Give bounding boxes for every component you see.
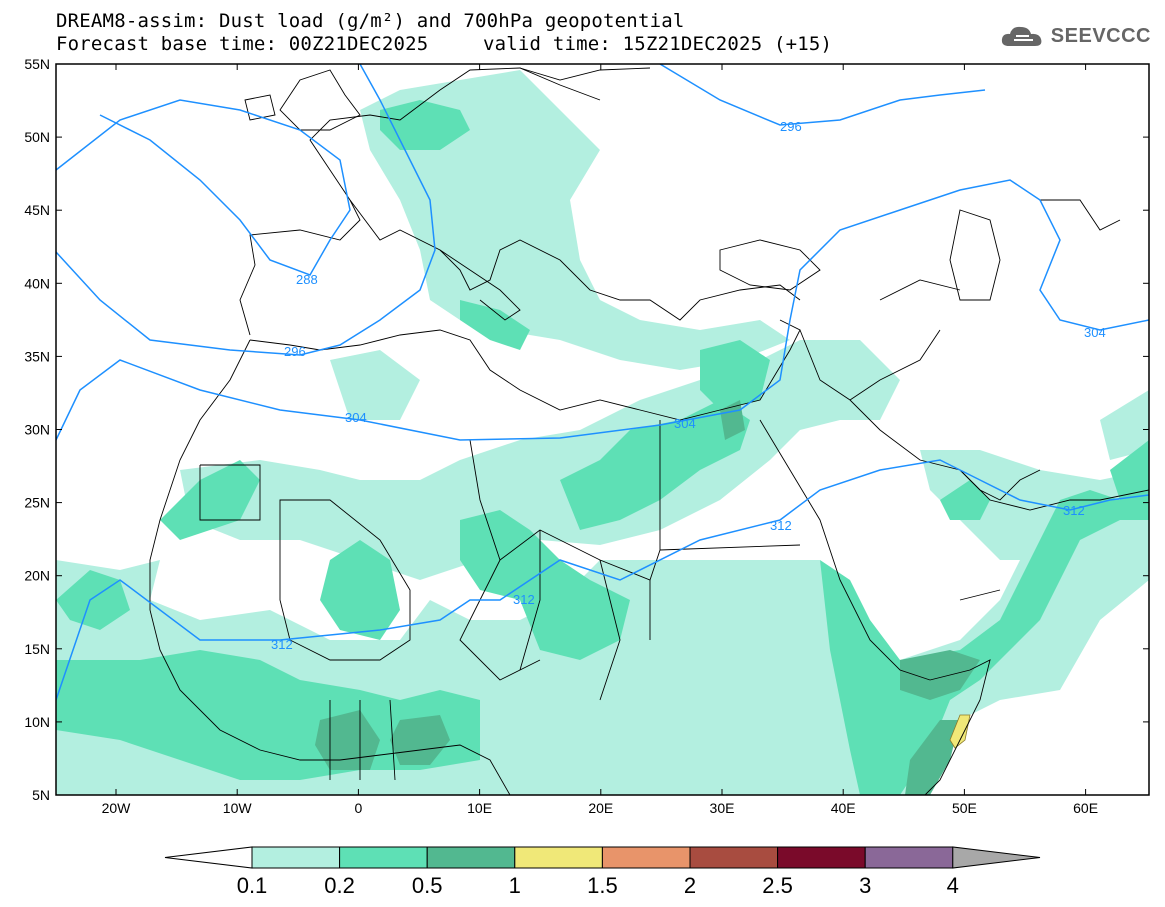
isoline-label: 296 [780, 119, 802, 134]
colorbar-label: 4 [947, 873, 959, 898]
lon-tick-label: 10W [223, 800, 253, 816]
colorbar-label: 0.5 [412, 873, 443, 898]
lat-tick-label: 45N [24, 202, 50, 218]
isoline-label: 304 [1084, 325, 1106, 340]
lon-tick-label: 30E [710, 800, 735, 816]
forecast-base-time: Forecast base time: 00Z21DEC2025 [56, 33, 429, 55]
colorbar-upper-arrow [952, 846, 1041, 869]
isoline-label: 304 [345, 410, 367, 425]
colorbar-swatch [864, 846, 954, 869]
colorbar-swatch [689, 846, 779, 869]
isoline-label: 312 [770, 518, 792, 533]
colorbar-swatch [601, 846, 691, 869]
colorbar-swatch [251, 846, 341, 869]
lat-tick-label: 5N [32, 787, 50, 803]
geopotential-isolines [56, 64, 1149, 701]
lon-tick-label: 0 [355, 800, 363, 816]
isoline-label: 288 [296, 272, 318, 287]
lat-tick-label: 50N [24, 129, 50, 145]
colorbar-label: 1.5 [587, 873, 618, 898]
isoline-label: 312 [1063, 503, 1085, 518]
seevccc-logo: SEEVCCC [999, 22, 1151, 50]
cloud-icon [1001, 26, 1042, 46]
colorbar-label: 1 [509, 873, 521, 898]
lat-tick-label: 20N [24, 568, 50, 584]
colorbar: 0.1 0.2 0.5 1 1.5 2 2.5 3 4 [164, 846, 1041, 898]
lat-tick-label: 25N [24, 495, 50, 511]
dust-peak [949, 714, 971, 749]
isoline-label: 312 [513, 592, 535, 607]
logo-text: SEEVCCC [1050, 24, 1151, 47]
dust-field [56, 70, 1149, 795]
lon-tick-label: 50E [952, 800, 977, 816]
isoline-label: 304 [674, 416, 696, 431]
colorbar-label: 2 [684, 873, 696, 898]
isoline-label: 312 [271, 637, 293, 652]
lon-tick-label: 60E [1073, 800, 1098, 816]
lat-tick-label: 55N [24, 56, 50, 72]
isoline-labels: 288 296 304 304 312 312 312 312 304 296 [271, 119, 1106, 652]
lat-tick-label: 10N [24, 714, 50, 730]
lat-tick-label: 30N [24, 422, 50, 438]
valid-time: valid time: 15Z21DEC2025 (+15) [483, 33, 833, 55]
map-title: DREAM8-assim: Dust load (g/m²) and 700hP… [56, 10, 685, 32]
lon-tick-label: 20E [588, 800, 613, 816]
colorbar-swatch [777, 846, 866, 869]
lon-tick-label: 40E [831, 800, 856, 816]
colorbar-swatch [426, 846, 516, 869]
colorbar-label: 0.1 [237, 873, 268, 898]
lat-tick-label: 40N [24, 275, 50, 291]
isoline-label: 296 [284, 344, 306, 359]
lat-tick-label: 15N [24, 641, 50, 657]
colorbar-swatch [514, 846, 603, 869]
colorbar-label: 0.2 [324, 873, 355, 898]
colorbar-label: 3 [859, 873, 871, 898]
lon-tick-label: 20W [102, 800, 132, 816]
colorbar-label: 2.5 [762, 873, 793, 898]
colorbar-swatch [339, 846, 428, 869]
longitude-axis: 20W 10W 0 10E 20E 30E 40E 50E 60E [102, 64, 1098, 816]
lon-tick-label: 10E [467, 800, 492, 816]
lat-tick-label: 35N [24, 348, 50, 364]
latitude-axis: 55N 50N 45N 40N 35N 30N 25N 20N 15N 10N 5N [24, 56, 1149, 803]
colorbar-lower-arrow [164, 846, 253, 869]
